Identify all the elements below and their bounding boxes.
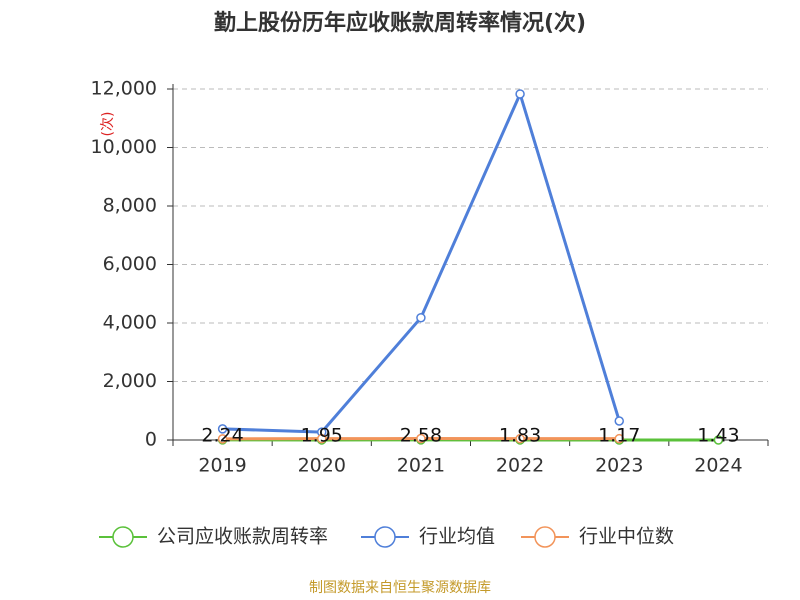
point-marker (614, 433, 624, 444)
data-label: 1.17 (598, 424, 640, 446)
x-tick-label: 2019 (198, 455, 246, 477)
source-note: 制图数据来自恒生聚源数据库 (309, 580, 491, 596)
y-tick-label: 12,000 (91, 78, 157, 100)
data-label: 2.58 (400, 424, 442, 446)
point-marker (614, 416, 624, 426)
legend-marker (374, 526, 396, 548)
y-tick-label: 8,000 (103, 195, 157, 217)
chart-title: 勤上股份历年应收账款周转率情况(次) (214, 10, 586, 36)
y-tick-label: 10,000 (91, 136, 157, 158)
point-marker (317, 433, 327, 444)
x-tick-label: 2022 (496, 455, 544, 477)
legend-label: 行业中位数 (579, 526, 674, 548)
data-label: 1.43 (697, 424, 739, 446)
data-label: 1.83 (499, 424, 541, 446)
x-tick-label: 2023 (595, 455, 643, 477)
y-tick-label: 2,000 (103, 370, 157, 392)
y-tick-label: 4,000 (103, 312, 157, 334)
x-tick-label: 2020 (298, 455, 346, 477)
legend-label: 行业均值 (419, 526, 495, 548)
legend-marker (112, 526, 134, 548)
y-tick-label: 0 (145, 429, 157, 451)
point-marker (515, 89, 525, 99)
x-tick-label: 2021 (397, 455, 445, 477)
data-label: 2.24 (201, 424, 243, 446)
legend-label: 公司应收账款周转率 (157, 526, 328, 548)
y-tick-label: 6,000 (103, 253, 157, 275)
x-tick-label: 2024 (694, 455, 742, 477)
data-label: 1.95 (301, 424, 343, 446)
point-marker (217, 424, 228, 434)
point-marker (416, 312, 426, 323)
point-marker (713, 435, 724, 445)
y-axis-label: (次) (100, 112, 116, 137)
point-marker (217, 434, 228, 444)
legend-marker (534, 526, 556, 548)
point-marker (416, 433, 426, 444)
point-marker (515, 433, 525, 444)
